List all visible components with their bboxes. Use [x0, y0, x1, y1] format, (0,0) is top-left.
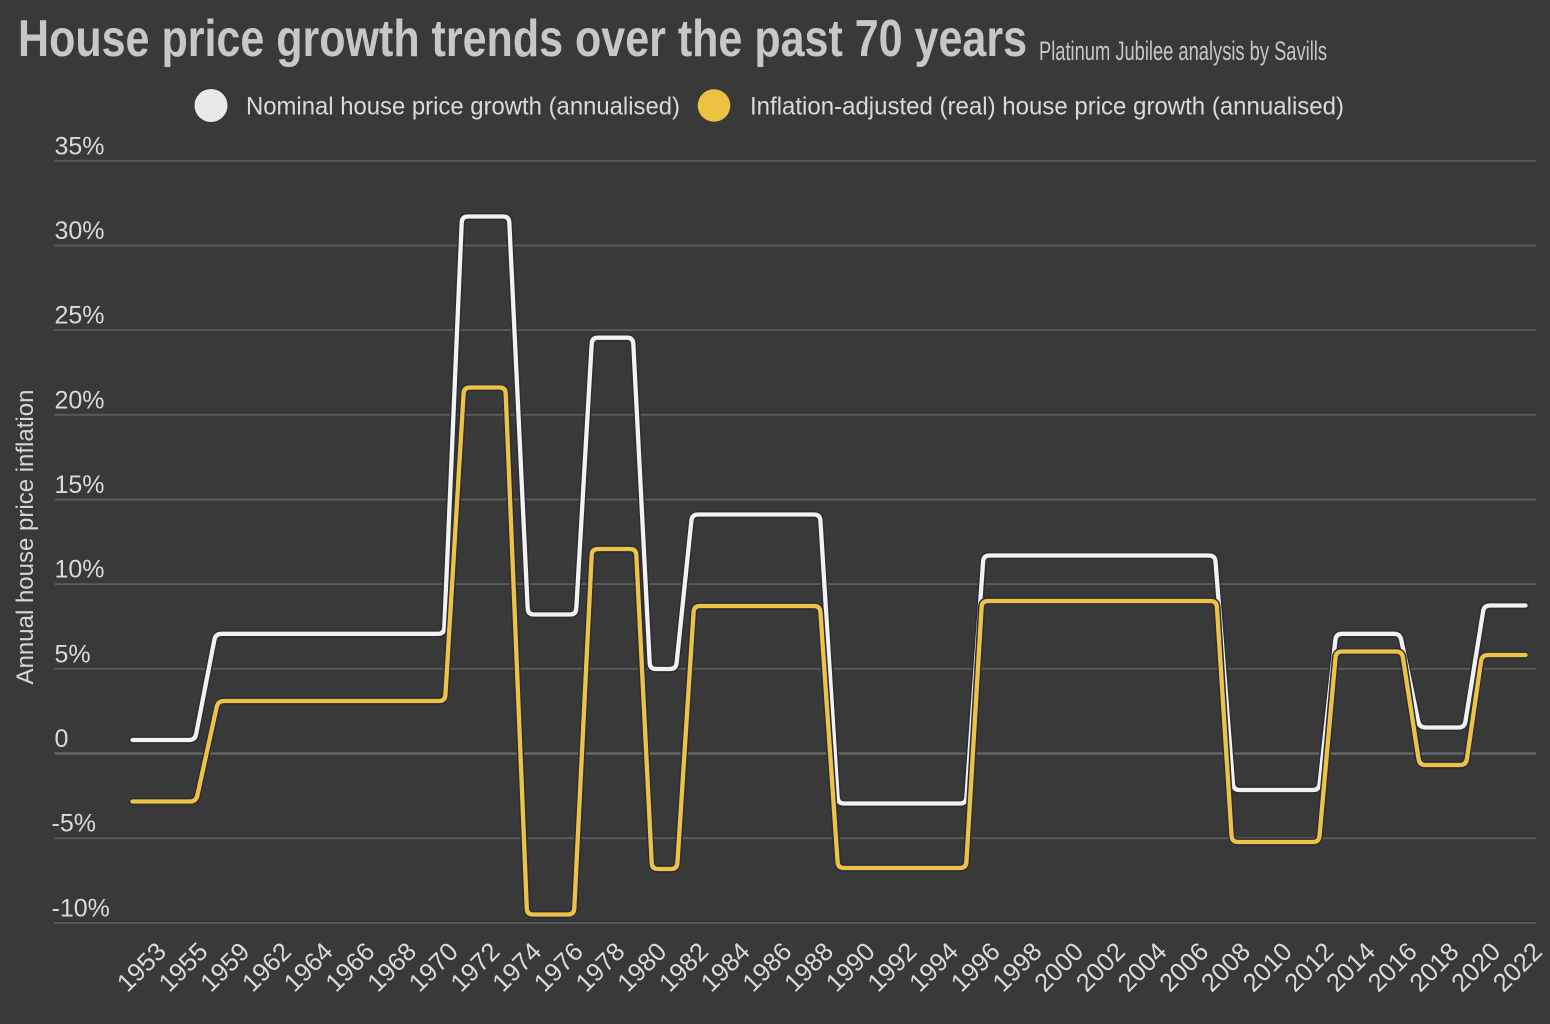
svg-text:Inflation-adjusted (real) hous: Inflation-adjusted (real) house price gr… [750, 93, 1344, 121]
svg-text:20%: 20% [55, 386, 105, 414]
svg-text:Nominal house price growth (an: Nominal house price growth (annualised) [246, 93, 680, 121]
svg-text:-5%: -5% [52, 810, 96, 838]
svg-text:15%: 15% [55, 471, 105, 499]
svg-text:-10%: -10% [52, 894, 110, 922]
svg-text:25%: 25% [55, 302, 105, 330]
svg-text:Platinum Jubilee analysis by S: Platinum Jubilee analysis by Savills [1039, 36, 1327, 66]
svg-text:House price growth trends over: House price growth trends over the past … [18, 9, 1027, 67]
svg-text:Annual house price inflation: Annual house price inflation [12, 390, 39, 685]
svg-text:10%: 10% [55, 556, 105, 584]
svg-text:0: 0 [55, 725, 69, 753]
svg-text:5%: 5% [55, 640, 91, 668]
svg-text:30%: 30% [55, 217, 105, 245]
svg-text:35%: 35% [55, 132, 105, 160]
